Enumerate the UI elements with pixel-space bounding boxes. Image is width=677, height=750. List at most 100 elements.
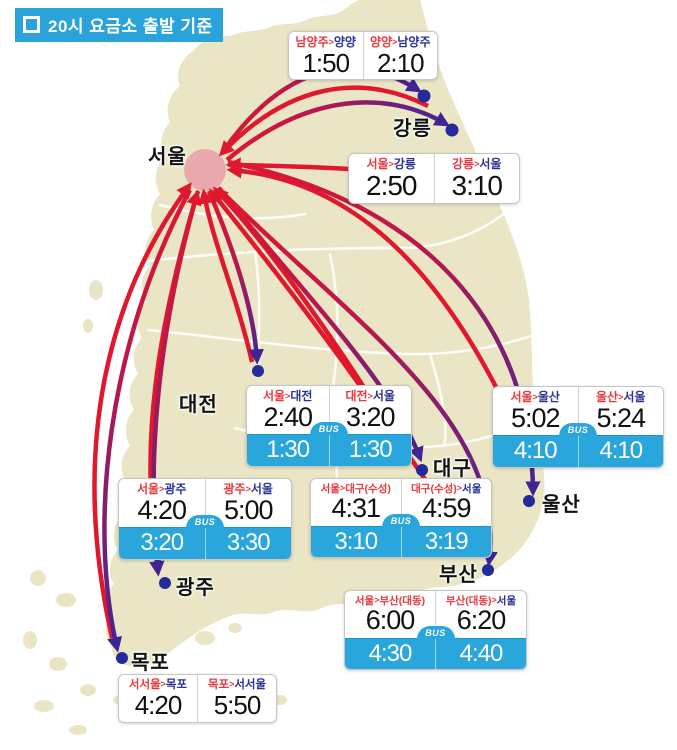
time-value: 4:20 xyxy=(134,690,183,721)
bus-time-value: 1:30 xyxy=(328,435,412,466)
bus-time-value: 4:10 xyxy=(513,437,558,465)
city-dot-yangyang xyxy=(417,89,431,103)
time-value: 6:20 xyxy=(456,605,507,636)
route-label: 부산(대동)>서울 xyxy=(445,595,517,607)
time-value: 4:59 xyxy=(421,493,472,524)
city-label-gwangju: 광주 xyxy=(176,577,215,599)
city-label-gangneung: 강릉 xyxy=(393,118,432,140)
city-dot-gangneung xyxy=(445,123,459,137)
route-column: 서울>대구(수성) 4:31 xyxy=(311,479,401,526)
route-label: 서울>광주 xyxy=(137,482,187,496)
route-column: 대구(수성)>서울 4:59 xyxy=(400,479,492,526)
route-column: 목포>서서울 5:50 xyxy=(197,675,276,722)
arrow-mokpo-to-seoul xyxy=(92,182,192,639)
city-label-seoul: 서울 xyxy=(148,146,187,168)
route-column: 광주>서울 5:00 xyxy=(204,479,292,528)
route-label: 대전>서울 xyxy=(345,389,395,403)
city-dot-daegu xyxy=(416,464,428,476)
time-value: 4:31 xyxy=(331,493,381,524)
arrow-seoul-to-mokpo xyxy=(102,188,192,653)
route-column: 서서울>목포 4:20 xyxy=(119,675,197,722)
travel-box-seoul-ulsan: 서울>울산 5:02 울산>서울 5:24 BUS 4:10 4:10 xyxy=(492,386,664,468)
route-label: 양양>남양주 xyxy=(370,35,431,49)
arrow-yangyang-to-seoul xyxy=(218,85,430,157)
arrow-seoul-to-gangneung xyxy=(225,100,450,162)
city-label-daegu: 대구 xyxy=(433,458,472,480)
bus-time-row: BUS 1:30 1:30 xyxy=(247,422,412,466)
route-label: 강릉>서울 xyxy=(452,157,502,171)
bus-time-value: 3:10 xyxy=(334,527,378,555)
route-label: 목포>서서울 xyxy=(207,679,267,691)
route-label: 서서울>목포 xyxy=(128,679,188,691)
bus-badge: BUS xyxy=(310,422,348,436)
time-value: 3:20 xyxy=(345,401,396,432)
route-column: 서울>광주 4:20 xyxy=(119,479,205,527)
legend-square-icon xyxy=(23,16,40,33)
bus-badge: BUS xyxy=(559,423,597,437)
route-label: 남양주>양양 xyxy=(295,35,356,49)
travel-box-seoseoul-mokpo: 서서울>목포 4:20 목포>서서울 5:50 xyxy=(118,674,277,723)
route-label: 서울>부산(대동) xyxy=(354,595,426,607)
route-label: 서울>강릉 xyxy=(366,157,416,171)
time-value: 5:24 xyxy=(596,402,646,433)
time-value: 2:10 xyxy=(376,47,425,78)
city-dot-mokpo xyxy=(116,652,128,664)
time-value: 1:50 xyxy=(302,47,350,78)
arrow-seoul-to-daejeon xyxy=(206,190,264,365)
bus-badge: BUS xyxy=(416,625,455,639)
route-column: 강릉>서울 3:10 xyxy=(433,154,520,204)
city-dots xyxy=(116,89,535,664)
city-label-mokpo: 목포 xyxy=(131,652,170,674)
route-label: 광주>서울 xyxy=(223,482,273,496)
city-dot-gwangju xyxy=(159,577,171,589)
route-column: 울산>서울 5:24 xyxy=(577,387,664,436)
city-label-daejeon: 대전 xyxy=(179,394,218,416)
route-column: 양양>남양주 2:10 xyxy=(362,32,438,80)
route-column: 남양주>양양 1:50 xyxy=(289,32,363,79)
time-value: 2:40 xyxy=(263,401,313,432)
time-value: 4:20 xyxy=(137,494,187,525)
city-dot-ulsan xyxy=(523,495,535,507)
travel-box-namyangju-yangyang: 남양주>양양 1:50 양양>남양주 2:10 xyxy=(288,31,438,81)
travel-box-seoul-gwangju: 서울>광주 4:20 광주>서울 5:00 BUS 3:20 3:30 xyxy=(118,478,292,560)
bus-badge: BUS xyxy=(382,513,420,527)
city-dot-daejeon xyxy=(252,365,264,377)
route-column: 대전>서울 3:20 xyxy=(328,386,412,435)
bus-time-row: BUS 3:20 3:30 xyxy=(119,515,292,559)
travel-box-seoul-daejeon: 서울>대전 2:40 대전>서울 3:20 BUS 1:30 1:30 xyxy=(246,385,412,467)
bus-badge: BUS xyxy=(186,515,224,529)
arrow-daejeon-to-seoul xyxy=(198,188,255,363)
route-column: 서울>부산(대동) 6:00 xyxy=(345,591,435,638)
time-value: 5:50 xyxy=(213,690,262,721)
arrow-ulsan-to-seoul xyxy=(226,163,519,429)
bus-time-value: 4:40 xyxy=(435,638,526,669)
route-label: 울산>서울 xyxy=(596,390,646,404)
route-label: 서울>대구(수성) xyxy=(320,483,391,495)
bus-time-value: 1:30 xyxy=(266,436,310,464)
travel-box-seoul-daegu: 서울>대구(수성) 4:31 대구(수성)>서울 4:59 BUS 3:10 3… xyxy=(310,478,492,558)
bus-time-row: BUS 4:30 4:40 xyxy=(345,625,526,669)
bus-time-value: 4:10 xyxy=(577,436,664,467)
bus-time-value: 3:20 xyxy=(140,529,184,557)
bus-time-value: 3:19 xyxy=(400,526,492,557)
route-label: 대구(수성)>서울 xyxy=(411,483,482,495)
legend-header: 20시 요금소 출발 기준 xyxy=(15,8,223,42)
bus-time-value: 3:30 xyxy=(204,528,292,559)
time-value: 6:00 xyxy=(365,605,416,636)
city-dot-busan xyxy=(482,564,494,576)
time-value: 5:02 xyxy=(510,402,561,433)
route-label: 서울>대전 xyxy=(263,389,313,403)
bus-time-row: BUS 3:10 3:19 xyxy=(311,513,492,557)
route-column: 서울>울산 5:02 xyxy=(493,387,578,435)
city-label-busan: 부산 xyxy=(439,564,478,586)
bus-time-value: 4:30 xyxy=(368,639,413,667)
route-column: 서울>대전 2:40 xyxy=(247,386,329,434)
travel-box-seoul-busan: 서울>부산(대동) 6:00 부산(대동)>서울 6:20 BUS 4:30 4… xyxy=(344,590,527,670)
time-value: 3:10 xyxy=(451,169,503,201)
route-label: 서울>울산 xyxy=(510,390,560,404)
city-label-ulsan: 울산 xyxy=(542,494,581,516)
route-column: 부산(대동)>서울 6:20 xyxy=(435,591,526,638)
travel-box-seoul-gangneung: 서울>강릉 2:50 강릉>서울 3:10 xyxy=(348,153,520,205)
seoul-hub-circle xyxy=(184,149,226,191)
